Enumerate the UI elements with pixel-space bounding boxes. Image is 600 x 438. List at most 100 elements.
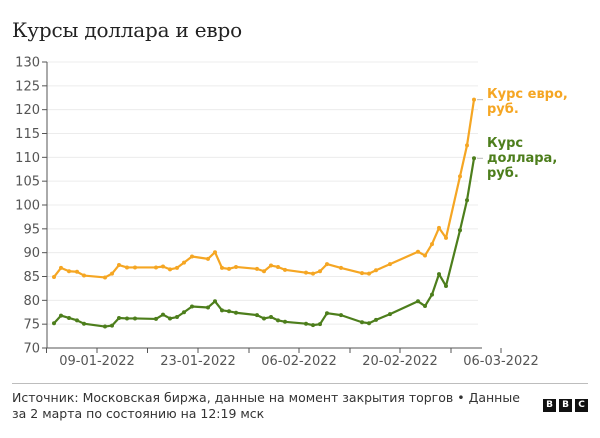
data-point bbox=[444, 235, 448, 240]
data-point bbox=[213, 250, 217, 255]
data-point bbox=[75, 318, 79, 323]
x-axis: 09-01-2022 23-01-2022 06-02-2022 20-02-2022… bbox=[42, 347, 539, 369]
legend-usd-line2: доллара, bbox=[487, 151, 558, 166]
data-point bbox=[67, 269, 71, 274]
line-chart: 70 75 80 85 90 95 100 105 110 115 120 125 130 09-01-… bbox=[15, 56, 539, 370]
data-point bbox=[430, 242, 434, 247]
data-point bbox=[133, 316, 137, 321]
data-point bbox=[133, 265, 137, 270]
data-point bbox=[339, 313, 343, 318]
data-point bbox=[276, 318, 280, 323]
footer-divider bbox=[12, 383, 588, 384]
data-point bbox=[472, 97, 476, 102]
data-point bbox=[182, 260, 186, 265]
data-point bbox=[423, 304, 427, 309]
y-tick-label: 80 bbox=[23, 294, 40, 309]
data-point bbox=[75, 269, 79, 274]
legend-usd-line1: Курс bbox=[487, 136, 524, 151]
data-point bbox=[311, 271, 315, 276]
data-point bbox=[220, 308, 224, 313]
x-tick-label: 09-01-2022 bbox=[59, 354, 135, 369]
data-point bbox=[110, 271, 114, 276]
bbc-logo-c: C bbox=[575, 399, 588, 412]
data-point bbox=[430, 292, 434, 297]
data-point bbox=[67, 315, 71, 320]
legend-usd: Курс доллара, руб. bbox=[487, 136, 577, 181]
data-point bbox=[59, 265, 63, 270]
y-tick-label: 100 bbox=[15, 199, 40, 214]
data-point bbox=[374, 317, 378, 322]
data-point bbox=[82, 273, 86, 278]
data-point bbox=[168, 316, 172, 321]
data-point bbox=[444, 284, 448, 289]
data-point bbox=[374, 268, 378, 273]
data-point bbox=[304, 270, 308, 275]
data-point bbox=[52, 274, 56, 279]
data-point bbox=[125, 316, 129, 321]
data-point bbox=[437, 272, 441, 277]
data-point bbox=[388, 312, 392, 317]
gridlines bbox=[47, 61, 478, 325]
data-point bbox=[154, 316, 158, 321]
y-tick-label: 105 bbox=[15, 175, 40, 190]
data-point bbox=[59, 313, 63, 318]
data-point bbox=[367, 271, 371, 276]
data-point bbox=[161, 312, 165, 317]
data-point bbox=[175, 265, 179, 270]
data-point bbox=[458, 228, 462, 233]
data-point bbox=[234, 264, 238, 269]
data-point bbox=[168, 267, 172, 272]
data-point bbox=[190, 254, 194, 259]
data-point bbox=[283, 319, 287, 324]
data-point bbox=[213, 299, 217, 304]
x-tick-label: 06-03-2022 bbox=[463, 354, 539, 369]
data-point bbox=[269, 263, 273, 268]
data-point bbox=[437, 225, 441, 230]
data-point bbox=[360, 271, 364, 276]
data-point bbox=[206, 305, 210, 310]
y-tick-label: 75 bbox=[23, 318, 40, 333]
source-note: Источник: Московская биржа, данные на мо… bbox=[12, 390, 520, 421]
bbc-logo: B B C bbox=[543, 399, 588, 412]
data-point bbox=[255, 313, 259, 318]
data-point bbox=[262, 316, 266, 321]
data-point bbox=[175, 315, 179, 320]
data-point bbox=[325, 262, 329, 267]
data-point bbox=[161, 264, 165, 269]
x-tick-label: 23-01-2022 bbox=[160, 354, 236, 369]
legend-euro-line2: руб. bbox=[487, 102, 519, 117]
data-point bbox=[262, 269, 266, 274]
data-point bbox=[110, 323, 114, 328]
data-point bbox=[52, 321, 56, 326]
data-point bbox=[360, 320, 364, 325]
y-tick-label: 95 bbox=[23, 222, 40, 237]
data-point bbox=[465, 143, 469, 148]
data-point bbox=[206, 256, 210, 261]
legend-usd-line3: руб. bbox=[487, 166, 519, 181]
data-point bbox=[318, 269, 322, 274]
legend-euro: Курс евро, руб. bbox=[487, 87, 577, 117]
data-point bbox=[416, 249, 420, 254]
data-point bbox=[465, 198, 469, 203]
data-point bbox=[472, 156, 476, 161]
y-tick-label: 85 bbox=[23, 270, 40, 285]
data-point bbox=[182, 310, 186, 315]
data-point bbox=[458, 174, 462, 179]
y-tick-label: 110 bbox=[15, 151, 40, 166]
data-point bbox=[234, 310, 238, 315]
data-point bbox=[269, 315, 273, 320]
y-tick-label: 115 bbox=[15, 127, 40, 142]
data-point bbox=[227, 266, 231, 271]
series-euro-line bbox=[52, 97, 483, 280]
y-tick-label: 120 bbox=[15, 103, 40, 118]
bbc-logo-b2: B bbox=[559, 399, 572, 412]
data-point bbox=[117, 315, 121, 320]
data-point bbox=[304, 321, 308, 326]
legend-euro-line1: Курс евро, bbox=[487, 87, 568, 102]
data-point bbox=[423, 253, 427, 258]
series-usd-line bbox=[52, 156, 483, 329]
data-point bbox=[190, 304, 194, 309]
y-tick-label: 130 bbox=[15, 56, 40, 71]
chart-title: Курсы доллара и евро bbox=[12, 18, 242, 42]
y-tick-label: 125 bbox=[15, 79, 40, 94]
